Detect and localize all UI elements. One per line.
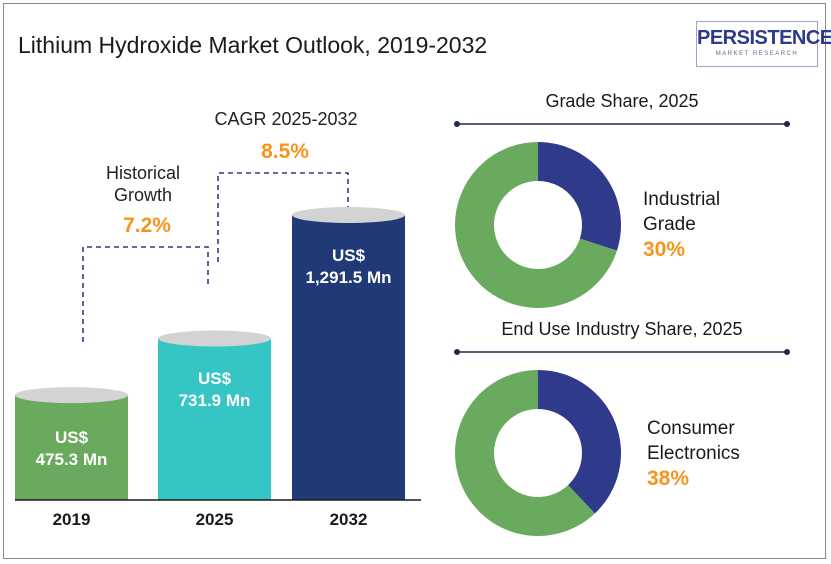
grade-divider (454, 121, 790, 127)
grade-share-title: Grade Share, 2025 (545, 91, 699, 111)
grade-slice-highlight (538, 142, 621, 251)
end-use-share-title: End Use Industry Share, 2025 (501, 319, 743, 339)
bar-value-label-2025: US$ 731.9 Mn (158, 368, 271, 412)
logo-sub-text: MARKET RESEARCH (715, 51, 799, 57)
x-tick-2019: 2019 (53, 510, 91, 529)
end-use-label-line1: Consumer (647, 418, 735, 439)
end-use-donut (454, 370, 621, 536)
bar-2032 (292, 215, 405, 500)
end-use-label-line2: Electronics (647, 443, 740, 464)
x-tick-2025: 2025 (196, 510, 234, 529)
grade-segment-label: Industrial Grade 30% (643, 187, 720, 262)
grade-donut (454, 142, 621, 308)
cagr-label: CAGR 2025-2032 (214, 109, 358, 129)
end-use-percent: 38% (647, 467, 690, 490)
infographic-frame: Lithium Hydroxide Market Outlook, 2019-2… (3, 3, 831, 559)
bar-value-amount: 731.9 Mn (178, 391, 251, 411)
bar-2019 (15, 395, 128, 500)
historical-connector (82, 246, 209, 342)
x-tick-2032: 2032 (330, 510, 368, 529)
end-use-segment-label: Consumer Electronics 38% (647, 416, 740, 491)
x-tick-labels: 2019 2025 2032 (53, 510, 368, 529)
cagr-connector (217, 172, 349, 262)
bar-value-currency: US$ (54, 428, 89, 448)
cagr-value: 8.5% (261, 140, 309, 163)
historical-label-line2: Growth (113, 185, 173, 205)
bar-cap-2025 (158, 330, 271, 347)
grade-percent: 30% (643, 238, 686, 261)
historical-label-line1: Historical (105, 163, 180, 183)
grade-slice-rest (454, 142, 617, 308)
persistence-logo: PERSISTENCE MARKET RESEARCH (696, 21, 831, 67)
grade-label-line1: Industrial (643, 189, 721, 210)
bar-group (15, 207, 405, 500)
bar-value-amount: 1,291.5 Mn (305, 268, 392, 287)
bar-value-amount: 475.3 Mn (35, 450, 108, 470)
page-title: Lithium Hydroxide Market Outlook, 2019-2… (18, 32, 488, 58)
historical-growth-label: Historical Growth (83, 162, 203, 206)
bar-cap-2019 (15, 387, 128, 404)
historical-growth-value: 7.2% (123, 214, 171, 237)
bar-2025 (158, 338, 271, 500)
bar-value-currency: US$ (197, 369, 232, 389)
bar-value-currency: US$ (331, 246, 366, 265)
bar-value-label-2019: US$ 475.3 Mn (15, 427, 128, 471)
bar-value-label-2032: US$ 1,291.5 Mn (292, 245, 405, 289)
end-use-slice-highlight (538, 370, 621, 514)
end-use-slice-rest (454, 370, 595, 536)
logo-main-text: PERSISTENCE (697, 27, 831, 49)
grade-label-line2: Grade (643, 214, 696, 235)
bar-cap-2032 (292, 207, 405, 223)
end-use-divider (454, 349, 790, 355)
